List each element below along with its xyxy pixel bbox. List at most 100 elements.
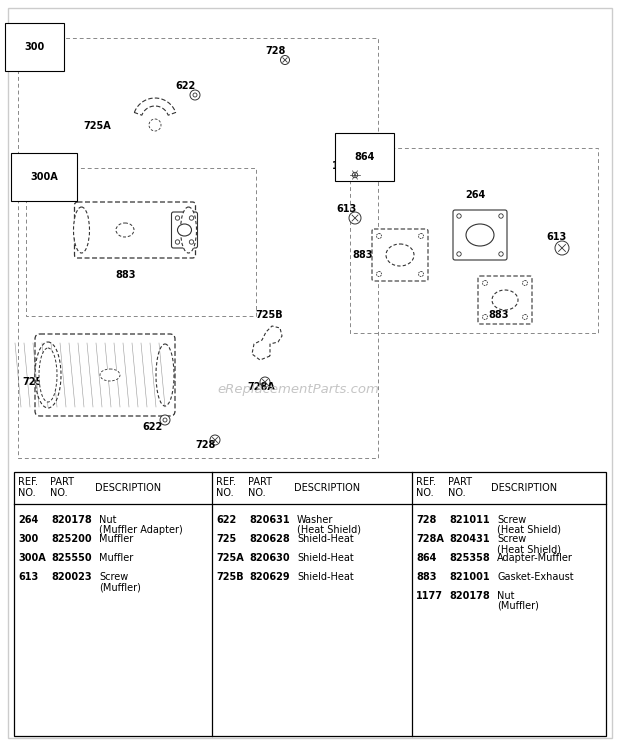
Text: 825358: 825358 — [449, 553, 490, 563]
Text: 820629: 820629 — [249, 572, 290, 582]
Circle shape — [190, 90, 200, 100]
Text: (Muffler Adapter): (Muffler Adapter) — [99, 525, 183, 535]
Text: Screw: Screw — [497, 515, 526, 525]
FancyBboxPatch shape — [172, 212, 198, 248]
Text: 820630: 820630 — [249, 553, 290, 563]
Ellipse shape — [35, 342, 61, 408]
Text: PART: PART — [248, 477, 272, 487]
Text: 820631: 820631 — [249, 515, 290, 525]
Text: 622: 622 — [142, 422, 162, 432]
Text: 825550: 825550 — [51, 553, 92, 563]
Text: REF.: REF. — [416, 477, 436, 487]
Text: REF.: REF. — [18, 477, 38, 487]
Text: Nut: Nut — [497, 591, 515, 601]
Text: Shield-Heat: Shield-Heat — [297, 534, 354, 544]
Text: PART: PART — [448, 477, 472, 487]
Text: DESCRIPTION: DESCRIPTION — [294, 483, 360, 493]
FancyBboxPatch shape — [74, 202, 195, 258]
Text: 820628: 820628 — [249, 534, 290, 544]
Text: 622: 622 — [175, 81, 195, 91]
Circle shape — [349, 169, 361, 181]
Circle shape — [175, 216, 180, 220]
Text: 725: 725 — [22, 377, 42, 387]
Text: 1177: 1177 — [416, 591, 443, 601]
Circle shape — [160, 415, 170, 425]
Text: PART: PART — [50, 477, 74, 487]
Text: 728A: 728A — [247, 382, 275, 392]
Text: DESCRIPTION: DESCRIPTION — [491, 483, 557, 493]
Text: (Muffler): (Muffler) — [497, 601, 539, 611]
Text: Muffler: Muffler — [99, 553, 133, 563]
Text: 1177: 1177 — [332, 161, 359, 171]
Text: eReplacementParts.com: eReplacementParts.com — [217, 383, 379, 397]
Text: 821001: 821001 — [449, 572, 490, 582]
Text: (Heat Shield): (Heat Shield) — [497, 544, 561, 554]
Ellipse shape — [74, 207, 89, 253]
Text: 622: 622 — [216, 515, 236, 525]
Text: 825200: 825200 — [51, 534, 92, 544]
Text: (Heat Shield): (Heat Shield) — [497, 525, 561, 535]
Text: NO.: NO. — [50, 488, 68, 498]
Text: 820431: 820431 — [449, 534, 490, 544]
Text: NO.: NO. — [248, 488, 265, 498]
Circle shape — [175, 240, 180, 244]
Circle shape — [210, 435, 220, 445]
Circle shape — [163, 418, 167, 422]
Circle shape — [376, 272, 381, 277]
Circle shape — [349, 212, 361, 224]
Circle shape — [260, 377, 270, 387]
Text: 300A: 300A — [30, 172, 58, 182]
Ellipse shape — [180, 207, 197, 253]
Circle shape — [189, 240, 193, 244]
Circle shape — [352, 173, 358, 178]
Text: 300A: 300A — [18, 553, 46, 563]
Circle shape — [189, 216, 193, 220]
Bar — [26, 168, 256, 316]
Text: 883: 883 — [488, 310, 508, 320]
Text: 300: 300 — [18, 534, 38, 544]
Text: 725B: 725B — [216, 572, 244, 582]
Text: (Muffler): (Muffler) — [99, 582, 141, 592]
Circle shape — [418, 272, 423, 277]
Text: Screw: Screw — [99, 572, 128, 582]
Text: 613: 613 — [336, 204, 356, 214]
Text: Muffler: Muffler — [99, 534, 133, 544]
FancyBboxPatch shape — [478, 276, 532, 324]
Circle shape — [523, 315, 528, 319]
Text: 821011: 821011 — [449, 515, 490, 525]
Text: DESCRIPTION: DESCRIPTION — [95, 483, 161, 493]
Text: 820178: 820178 — [449, 591, 490, 601]
Text: 725A: 725A — [216, 553, 244, 563]
Ellipse shape — [116, 223, 134, 237]
Circle shape — [482, 280, 487, 286]
Text: 725B: 725B — [255, 310, 283, 320]
Circle shape — [457, 251, 461, 256]
Ellipse shape — [492, 290, 518, 310]
Text: Washer: Washer — [297, 515, 334, 525]
Circle shape — [418, 234, 423, 239]
Text: 613: 613 — [18, 572, 38, 582]
Bar — [18, 38, 378, 458]
Text: NO.: NO. — [18, 488, 35, 498]
Text: 728A: 728A — [416, 534, 444, 544]
FancyBboxPatch shape — [372, 229, 428, 281]
Text: Screw: Screw — [497, 534, 526, 544]
Text: REF.: REF. — [216, 477, 236, 487]
Ellipse shape — [466, 224, 494, 246]
Bar — [14, 472, 606, 736]
FancyBboxPatch shape — [453, 210, 507, 260]
Circle shape — [499, 251, 503, 256]
Ellipse shape — [177, 224, 192, 236]
Text: Adapter-Muffler: Adapter-Muffler — [497, 553, 573, 563]
Text: 728: 728 — [416, 515, 436, 525]
Text: 883: 883 — [352, 250, 373, 260]
Text: 820178: 820178 — [51, 515, 92, 525]
Text: Shield-Heat: Shield-Heat — [297, 572, 354, 582]
Text: 725A: 725A — [83, 121, 111, 131]
Text: 264: 264 — [18, 515, 38, 525]
Text: 728: 728 — [265, 46, 285, 56]
Text: 864: 864 — [354, 152, 374, 162]
Ellipse shape — [39, 348, 57, 402]
Text: (Heat Shield): (Heat Shield) — [297, 525, 361, 535]
Circle shape — [482, 315, 487, 319]
